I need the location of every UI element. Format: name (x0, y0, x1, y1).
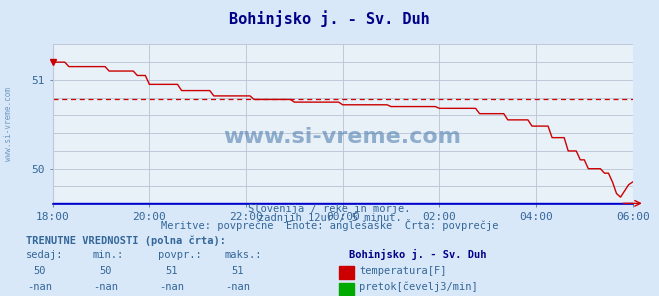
Text: www.si-vreme.com: www.si-vreme.com (4, 87, 13, 161)
Text: 50: 50 (34, 266, 45, 276)
Text: maks.:: maks.: (224, 250, 262, 260)
Text: TRENUTNE VREDNOSTI (polna črta):: TRENUTNE VREDNOSTI (polna črta): (26, 235, 226, 246)
Text: www.si-vreme.com: www.si-vreme.com (223, 127, 462, 147)
Text: -nan: -nan (159, 282, 184, 292)
Bar (339, 283, 354, 296)
Text: 51: 51 (165, 266, 177, 276)
Text: 50: 50 (100, 266, 111, 276)
Text: Slovenija / reke in morje.: Slovenija / reke in morje. (248, 204, 411, 214)
Text: pretok[čevelj3/min]: pretok[čevelj3/min] (359, 281, 478, 292)
Text: Bohinjsko j. - Sv. Duh: Bohinjsko j. - Sv. Duh (229, 10, 430, 27)
Text: -nan: -nan (225, 282, 250, 292)
Text: zadnjih 12ur / 5 minut.: zadnjih 12ur / 5 minut. (258, 213, 401, 223)
Text: povpr.:: povpr.: (158, 250, 202, 260)
Text: 51: 51 (231, 266, 243, 276)
Text: -nan: -nan (27, 282, 52, 292)
Text: Bohinjsko j. - Sv. Duh: Bohinjsko j. - Sv. Duh (349, 248, 487, 260)
Bar (339, 266, 354, 279)
Text: min.:: min.: (92, 250, 123, 260)
Text: Meritve: povprečne  Enote: anglešaške  Črta: povprečje: Meritve: povprečne Enote: anglešaške Črt… (161, 219, 498, 231)
Text: temperatura[F]: temperatura[F] (359, 266, 447, 276)
Text: sedaj:: sedaj: (26, 250, 64, 260)
Text: -nan: -nan (93, 282, 118, 292)
